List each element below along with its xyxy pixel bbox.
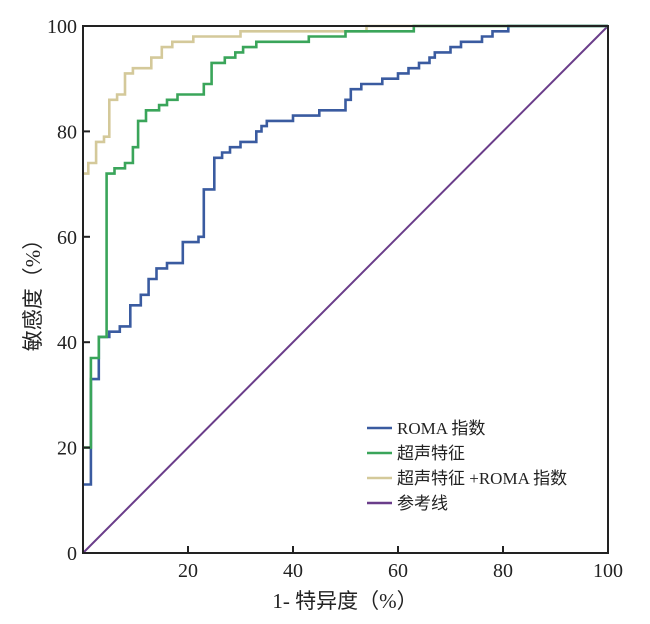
legend-label: 超声特征 — [397, 444, 465, 463]
y-tick-label: 60 — [57, 227, 77, 249]
x-tick-label: 40 — [283, 560, 303, 582]
y-tick-label: 20 — [57, 438, 77, 460]
series-line-2 — [83, 24, 608, 175]
y-tick-label: 80 — [57, 121, 77, 143]
plot-frame — [82, 25, 609, 554]
y-tick-label: 0 — [67, 543, 77, 565]
series-line-1 — [83, 24, 608, 449]
y-tick-label: 40 — [57, 332, 77, 354]
x-tick-label: 100 — [593, 560, 623, 582]
x-tick-label: 20 — [178, 560, 198, 582]
legend-label: 参考线 — [397, 494, 448, 513]
y-tick-label: 100 — [47, 16, 77, 38]
legend-label: 超声特征 +ROMA 指数 — [397, 469, 567, 488]
ticks-layer: 0 20 40 60 80 100 20 40 60 80 100 — [47, 16, 623, 582]
y-axis-label: 敏感度（%） — [21, 229, 45, 352]
series-line-3 — [82, 25, 609, 554]
x-tick-label: 60 — [388, 560, 408, 582]
x-axis-label: 1- 特异度（%） — [272, 589, 417, 613]
series-line-0 — [83, 24, 608, 486]
x-tick-label: 80 — [493, 560, 513, 582]
legend-label: ROMA 指数 — [397, 419, 485, 438]
series-layer — [82, 24, 609, 554]
